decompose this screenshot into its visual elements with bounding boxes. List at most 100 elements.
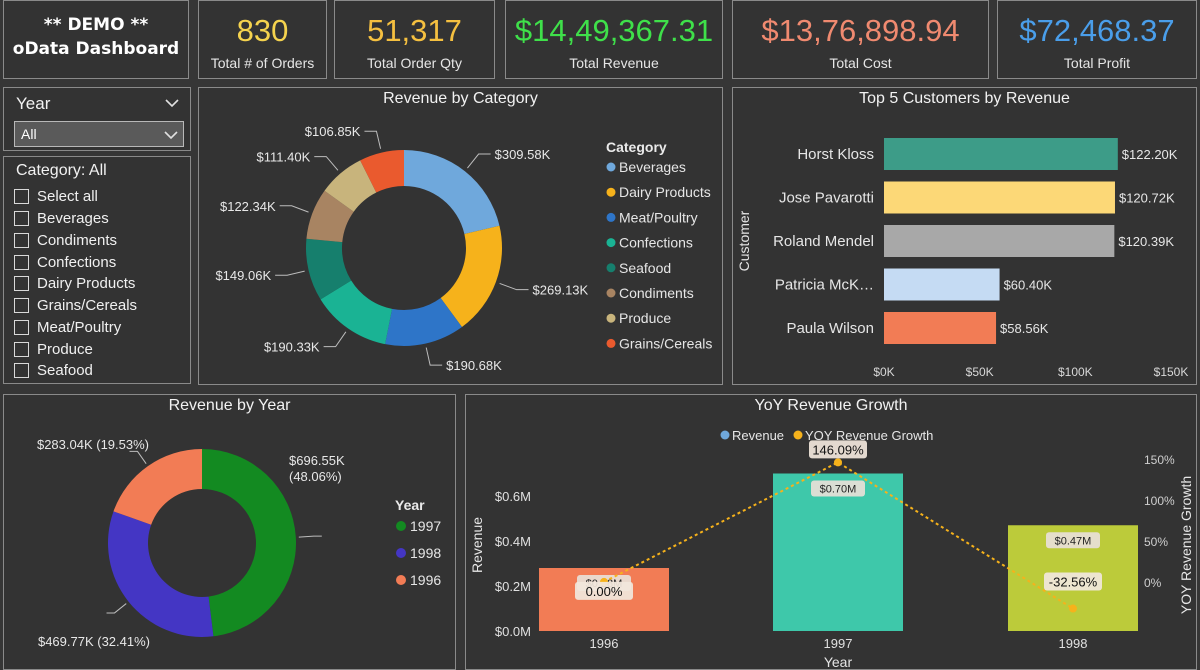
checkbox[interactable] (14, 297, 29, 313)
legend-marker (606, 162, 616, 172)
data-label: $122.20K (1122, 147, 1178, 162)
legend-label: YOY Revenue Growth (805, 428, 933, 443)
data-label: $60.40K (1004, 278, 1053, 293)
data-label: $283.04K (19.53%) (37, 437, 149, 452)
category-slicer: Category: All Select all Beverages Condi… (3, 156, 191, 384)
category-slicer-heading: Category: All (16, 162, 107, 179)
data-label: (48.06%) (289, 469, 342, 484)
year-slicer-label: Year (16, 94, 51, 113)
data-label: $0.70M (820, 484, 857, 496)
kpi-label: Total Cost (829, 55, 892, 71)
data-label-box (1046, 532, 1100, 549)
checkbox[interactable] (14, 232, 29, 248)
kpi-label: Total Order Qty (367, 55, 462, 71)
bar (884, 225, 1115, 257)
legend-title: Category (606, 139, 667, 155)
category-option-produce[interactable]: Produce (14, 339, 93, 359)
y-axis-label: Revenue (469, 517, 485, 573)
revenue-by-category-chart: $309.58K $269.13K $190.68K $190.33K $149.06K… (215, 124, 712, 373)
x-tick-label: 1996 (590, 636, 619, 651)
data-label: $696.55K (289, 453, 345, 468)
legend-label: 1998 (410, 545, 441, 561)
y-tick-label: $0.0M (495, 624, 531, 639)
year-dropdown[interactable]: All (14, 121, 184, 147)
yoy-growth-panel: YoY Revenue Growth Revenue YOY Revenue Gr… (465, 394, 1197, 670)
checkbox[interactable] (14, 319, 29, 335)
checkbox[interactable] (14, 362, 29, 378)
category-label: Roland Mendel (773, 233, 874, 250)
kpi-label: Total Revenue (569, 55, 659, 71)
category-option-grains[interactable]: Grains/Cereals (14, 295, 137, 315)
pie-slice (202, 449, 296, 637)
leader-line (364, 130, 382, 149)
kpi-card-qty: 51,317 Total Order Qty (334, 0, 495, 79)
pie-slice (306, 190, 354, 243)
category-option-dairy[interactable]: Dairy Products (14, 273, 135, 293)
revenue-by-year-panel: Revenue by Year $696.55K (48.06%) $469.77K… (3, 394, 456, 670)
x-tick-label: $150K (1154, 365, 1189, 379)
legend-label: Beverages (619, 159, 686, 175)
data-label-box (811, 480, 865, 497)
kpi-value: $14,49,367.31 (514, 13, 714, 48)
kpi-value: $13,76,898.94 (761, 13, 960, 48)
checkbox[interactable] (14, 210, 29, 226)
bar (773, 473, 903, 631)
leader-line (499, 282, 529, 291)
category-option-confections[interactable]: Confections (14, 252, 116, 272)
leader-line (425, 347, 443, 366)
growth-label-box (809, 440, 867, 459)
kpi-value: 830 (236, 13, 289, 48)
data-label: $122.34K (220, 199, 276, 214)
category-option-meat[interactable]: Meat/Poultry (14, 317, 121, 337)
category-option-seafood[interactable]: Seafood (14, 360, 93, 380)
y2-axis-label: YOY Revenue Growth (1178, 476, 1194, 614)
legend-label: Dairy Products (619, 184, 711, 200)
pie-slice (107, 511, 214, 637)
bar (884, 138, 1118, 170)
leader-line (298, 535, 322, 538)
checkbox[interactable] (14, 254, 29, 270)
kpi-card-orders: 830 Total # of Orders (198, 0, 327, 79)
category-option-condiments[interactable]: Condiments (14, 230, 117, 250)
category-label: Paula Wilson (786, 320, 874, 337)
data-label: $120.72K (1119, 191, 1175, 206)
category-option-label: Seafood (37, 361, 93, 379)
checkbox[interactable] (14, 341, 29, 357)
revenue-by-year-chart: $696.55K(48.06%) $469.77K (32.41%) $283.04… (37, 437, 441, 649)
legend-title: Year (395, 497, 425, 513)
legend-marker (396, 575, 406, 585)
data-label: $58.56K (1000, 321, 1049, 336)
y-tick-label: $0.4M (495, 534, 531, 549)
dashboard-title-line1: ** DEMO ** (43, 15, 149, 35)
pie-slice (404, 150, 500, 234)
category-option-label: Dairy Products (37, 274, 136, 292)
category-option-select-all[interactable]: Select all (14, 186, 98, 206)
growth-point (834, 458, 842, 467)
data-label: $469.77K (32.41%) (38, 634, 150, 649)
checkbox[interactable] (14, 275, 29, 291)
x-tick-label: $100K (1058, 365, 1093, 379)
legend-label: Produce (619, 310, 671, 326)
legend-label: Confections (619, 235, 693, 251)
chevron-down-icon[interactable] (164, 97, 180, 109)
data-label: $190.68K (446, 358, 502, 373)
kpi-value: $72,468.37 (1019, 13, 1175, 48)
legend-label: Seafood (619, 260, 671, 276)
growth-label: -32.56% (1049, 575, 1098, 590)
data-label: $120.39K (1118, 234, 1174, 249)
data-label: $309.58K (495, 147, 551, 162)
category-option-label: Condiments (37, 231, 118, 249)
category-option-label: Grains/Cereals (37, 296, 138, 314)
y2-tick-label: 150% (1144, 453, 1175, 467)
y-tick-label: $0.6M (495, 489, 531, 504)
growth-label: 146.09% (812, 442, 864, 457)
category-option-beverages[interactable]: Beverages (14, 208, 109, 228)
revenue-by-category-panel: Revenue by Category $309.58K $269.13K $190… (198, 87, 723, 385)
legend-marker (606, 263, 616, 273)
data-label: $190.33K (264, 340, 320, 355)
x-axis-label: Year (824, 654, 853, 669)
leader-line (314, 156, 339, 171)
checkbox[interactable] (14, 188, 29, 204)
legend-label: Revenue (732, 428, 784, 443)
chevron-down-icon (164, 131, 178, 140)
